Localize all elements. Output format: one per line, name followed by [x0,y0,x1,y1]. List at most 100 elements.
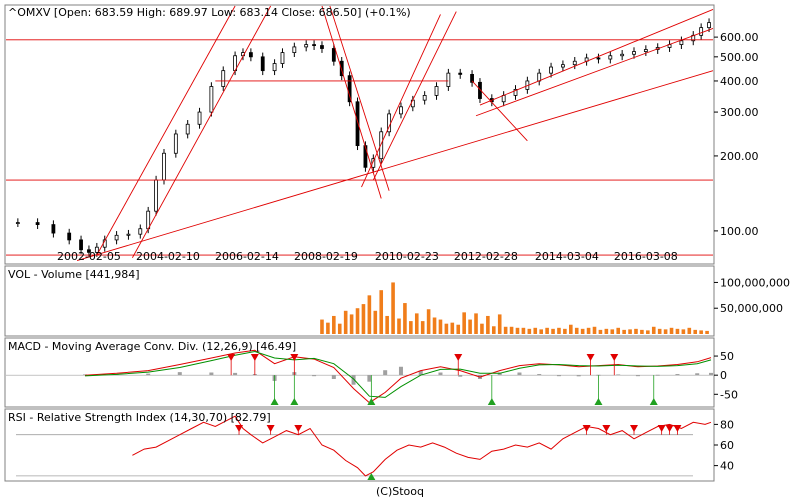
volume-bar [414,313,419,334]
price-candle [679,40,684,45]
macd-signal-line [84,350,712,398]
volume-bar [403,303,407,334]
volume-bar [533,327,538,334]
price-candle [339,60,344,77]
macd-sell-signal-marker [227,354,236,361]
price-candle [699,27,704,36]
volume-bar [438,319,443,334]
volume-bar [687,327,692,334]
price-candle [707,22,711,29]
macd-histogram-bar [635,375,640,377]
price-candle [138,228,143,235]
price-candle [35,222,40,225]
macd-sell-signal-marker [586,354,595,361]
price-candle [478,81,482,99]
volume-bar [527,328,532,334]
volume-bar [646,330,650,334]
price-candle [320,45,324,49]
price-y-tick-label: 200.00 [720,150,759,163]
macd-sell-signal-marker [250,354,259,361]
volume-bar [468,319,472,334]
macd-y-tick-label: -50 [720,388,738,401]
volume-bar [705,330,709,334]
price-candle [114,234,119,241]
macd-histogram-bar [418,370,423,376]
macd-histogram-bar [146,373,151,376]
macd-y-tick-label: 0 [720,369,727,382]
price-y-tick-label: 500.00 [720,51,759,64]
volume-bar [480,323,484,334]
rsi-y-tick-label: 60 [720,439,734,452]
price-series [15,18,711,257]
macd-histogram-bar [438,372,443,376]
volume-bar [391,282,395,334]
macd-buy-signal-marker [270,398,279,405]
macd-histogram-bar [537,374,542,376]
trend-line [475,28,714,117]
trend-line [329,5,390,191]
price-candle [94,246,99,253]
price-candle [272,63,277,72]
rsi-sell-signal-marker [657,425,666,432]
price-candle [643,49,648,52]
price-candle [260,56,265,72]
price-candle [197,111,202,125]
price-candle [126,233,131,236]
macd-histogram-bar [709,372,714,376]
price-x-tick-label: 2006-02-14 [215,250,279,263]
volume-bar [503,326,508,334]
volume-bar [515,327,520,334]
price-candle [596,57,601,60]
volume-bar [462,312,466,334]
price-x-tick-label: 2010-02-23 [375,250,439,263]
volume-bar [545,327,549,334]
price-candle [379,131,384,160]
price-candle [173,133,178,154]
price-candle [221,70,226,87]
price-x-tick-label: 2016-03-08 [614,250,678,263]
trend-line [372,11,457,181]
price-candle [608,55,613,60]
price-candle [470,74,474,83]
price-x-tick-label: 2002-02-05 [57,250,121,263]
macd-histogram-bar [367,375,372,382]
macd-histogram-bar [576,375,581,377]
volume-bar [355,308,360,334]
rsi-sell-signal-marker [582,425,591,432]
rsi-buy-signal-marker [367,473,376,480]
volume-bar [622,329,626,334]
price-candle [67,232,72,241]
volume-bar [385,315,389,334]
volume-bar [569,324,573,334]
rsi-sell-signal-marker [266,425,275,432]
volume-bar [693,329,698,334]
rsi-panel-title: RSI - Relative Strength Index (14,30,70)… [8,411,271,424]
price-candle [632,51,636,55]
volume-panel-frame [4,265,715,337]
trend-line [131,5,272,258]
trend-line [76,70,714,261]
volume-bar [681,329,686,334]
price-candle [561,64,565,68]
macd-sell-signal-marker [610,354,619,361]
price-y-tick-label: 100.00 [720,225,759,238]
macd-histogram-bar [312,375,317,377]
price-y-tick-label: 400.00 [720,75,759,88]
price-candle [248,52,253,58]
price-x-tick-label: 2004-02-10 [136,250,200,263]
price-candle [513,88,518,96]
volume-bar [409,321,413,334]
macd-histogram-bar [233,372,238,376]
volume-bar [580,328,585,334]
volume-bar [521,327,526,334]
rsi-series [16,415,712,480]
rsi-sell-signal-marker [665,425,674,432]
macd-histogram-bar [351,375,356,385]
price-candle [146,210,151,230]
price-candle [371,158,376,168]
trend-line [321,5,382,199]
trend-line [471,80,528,142]
price-candle [501,95,506,103]
volume-bar [426,309,431,334]
